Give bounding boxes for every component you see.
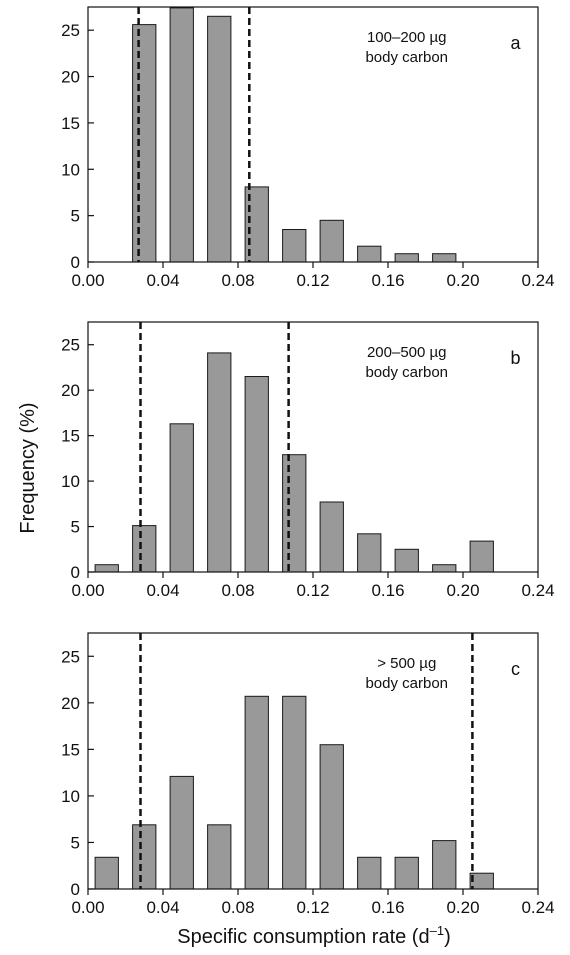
panel-b-bar-10 bbox=[469, 540, 494, 573]
panel-c-bar-8 bbox=[394, 856, 419, 890]
panel-b-y-tick-label-1: 5 bbox=[71, 518, 80, 537]
panel-a-y-tick-label-3: 15 bbox=[61, 114, 80, 133]
panel-b-y-tick-label-4: 20 bbox=[61, 381, 80, 400]
x-axis-title-end: ) bbox=[444, 926, 451, 948]
panel-c-letter: c bbox=[511, 659, 520, 679]
panel-a-x-tick-label-5: 0.20 bbox=[446, 271, 479, 290]
panel-c-bar-0 bbox=[94, 856, 119, 890]
panel-a-bar-5 bbox=[282, 229, 307, 263]
panel-c-x-tick-label-6: 0.24 bbox=[521, 898, 554, 917]
panel-c-x-tick-label-1: 0.04 bbox=[146, 898, 179, 917]
panel-b-bar-7 bbox=[357, 533, 382, 573]
panel-c-x-tick-label-5: 0.20 bbox=[446, 898, 479, 917]
panel-c-bar-4 bbox=[244, 695, 269, 890]
panel-c-x-tick-label-0: 0.00 bbox=[71, 898, 104, 917]
panel-a-annotation-line-0: 100–200 µg bbox=[367, 29, 447, 46]
panel-b-bar-1 bbox=[132, 525, 157, 573]
panel-b-bar-5 bbox=[282, 454, 307, 573]
panel-b-bar-8 bbox=[394, 548, 419, 573]
panel-b-bar-2 bbox=[169, 423, 194, 573]
panel-a-y-tick-label-5: 25 bbox=[61, 21, 80, 40]
panel-c-bar-9 bbox=[432, 840, 457, 890]
panel-a-y-tick-label-4: 20 bbox=[61, 68, 80, 87]
panel-b-x-tick-label-6: 0.24 bbox=[521, 581, 554, 600]
panel-b-y-tick-label-5: 25 bbox=[61, 336, 80, 355]
panel-c-bar-3 bbox=[207, 824, 232, 890]
panel-c-y-tick-label-4: 20 bbox=[61, 694, 80, 713]
panel-c-y-tick-label-2: 10 bbox=[61, 787, 80, 806]
panel-a-x-tick-label-0: 0.00 bbox=[71, 271, 104, 290]
panel-b-x-tick-label-0: 0.00 bbox=[71, 581, 104, 600]
panel-a-y-tick-label-2: 10 bbox=[61, 160, 80, 179]
panel-c-bar-7 bbox=[357, 856, 382, 890]
panel-a-bar-7 bbox=[357, 245, 382, 263]
panel-a-y-tick-label-1: 5 bbox=[71, 207, 80, 226]
panel-a-bar-1 bbox=[132, 24, 157, 263]
panel-a-bar-2 bbox=[169, 7, 194, 263]
panel-b-y-tick-label-3: 15 bbox=[61, 427, 80, 446]
panel-c-annotation-line-1: body carbon bbox=[365, 675, 448, 692]
panel-c-y-tick-label-0: 0 bbox=[71, 880, 80, 899]
panel-b-bar-4 bbox=[244, 376, 269, 573]
panel-b-x-tick-label-2: 0.08 bbox=[221, 581, 254, 600]
panel-a-bar-9 bbox=[432, 253, 457, 263]
x-axis-title-main: Specific consumption rate (d bbox=[177, 926, 429, 948]
panel-c-bar-2 bbox=[169, 775, 194, 890]
panel-b-annotation-line-0: 200–500 µg bbox=[367, 344, 447, 361]
panel-b-x-tick-label-4: 0.16 bbox=[371, 581, 404, 600]
panel-a-x-tick-label-6: 0.24 bbox=[521, 271, 554, 290]
panel-b-y-tick-label-2: 10 bbox=[61, 472, 80, 491]
panel-c-bar-1 bbox=[132, 824, 157, 890]
panel-a-x-tick-label-4: 0.16 bbox=[371, 271, 404, 290]
panel-b-bar-9 bbox=[432, 564, 457, 573]
x-axis-title: Specific consumption rate (d–1) bbox=[177, 923, 450, 948]
panel-c-x-tick-label-4: 0.16 bbox=[371, 898, 404, 917]
panel-a-x-tick-label-3: 0.12 bbox=[296, 271, 329, 290]
panel-c-annotation-line-0: > 500 µg bbox=[377, 655, 436, 672]
panel-b-x-tick-label-5: 0.20 bbox=[446, 581, 479, 600]
panel-c-bar-5 bbox=[282, 695, 307, 890]
panel-b-annotation-line-1: body carbon bbox=[365, 364, 448, 381]
panel-c-y-tick-label-3: 15 bbox=[61, 740, 80, 759]
panel-b-bar-6 bbox=[319, 501, 344, 573]
panel-c-y-tick-label-1: 5 bbox=[71, 833, 80, 852]
panel-b-bar-3 bbox=[207, 352, 232, 573]
panel-a-letter: a bbox=[510, 33, 521, 53]
panel-a-bar-6 bbox=[319, 219, 344, 263]
panel-b-x-tick-label-1: 0.04 bbox=[146, 581, 179, 600]
panel-b-letter: b bbox=[510, 348, 520, 368]
y-axis-title: Frequency (%) bbox=[17, 402, 39, 533]
panel-a-x-tick-label-1: 0.04 bbox=[146, 271, 179, 290]
panel-b-bar-0 bbox=[94, 564, 119, 573]
panel-a-x-tick-label-2: 0.08 bbox=[221, 271, 254, 290]
panel-a-y-tick-label-0: 0 bbox=[71, 253, 80, 272]
x-axis-title-superscript: –1 bbox=[430, 923, 444, 938]
panel-c-bar-6 bbox=[319, 744, 344, 890]
panel-a-bar-3 bbox=[207, 15, 232, 263]
panel-a-bar-8 bbox=[394, 253, 419, 263]
panel-b-y-tick-label-0: 0 bbox=[71, 563, 80, 582]
panel-c-x-tick-label-3: 0.12 bbox=[296, 898, 329, 917]
panel-b-x-tick-label-3: 0.12 bbox=[296, 581, 329, 600]
panel-c-x-tick-label-2: 0.08 bbox=[221, 898, 254, 917]
panel-a-annotation-line-1: body carbon bbox=[365, 49, 448, 66]
panel-c-y-tick-label-5: 25 bbox=[61, 647, 80, 666]
